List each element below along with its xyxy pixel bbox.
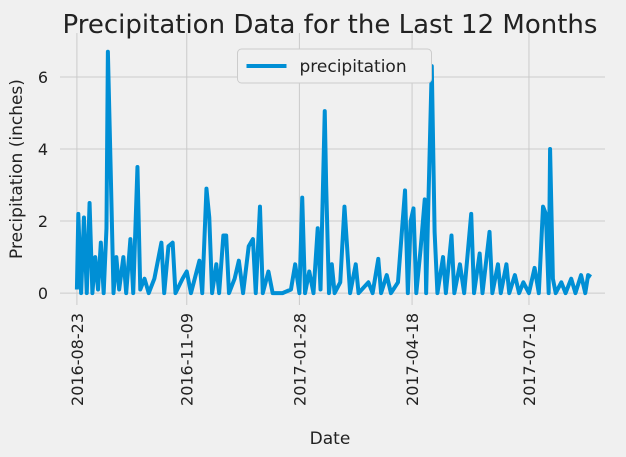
chart-title: Precipitation Data for the Last 12 Month… <box>63 10 598 40</box>
x-tick-label: 2016-11-09 <box>178 313 197 406</box>
x-tick-label: 2016-08-23 <box>68 313 87 406</box>
y-tick-label: 2 <box>38 212 48 231</box>
legend-label: precipitation <box>300 57 407 77</box>
y-axis-label: Precipitation (inches) <box>7 79 27 259</box>
x-axis-label: Date <box>310 429 351 449</box>
x-tick-label: 2017-01-28 <box>290 313 309 406</box>
x-tick-label: 2017-04-18 <box>403 313 422 406</box>
y-tick-label: 4 <box>38 140 48 159</box>
y-tick-label: 6 <box>38 68 48 87</box>
x-tick-label: 2017-07-10 <box>520 313 539 406</box>
legend: precipitation <box>237 48 432 84</box>
legend-box <box>237 48 432 84</box>
data-line <box>74 49 592 296</box>
y-tick-label: 0 <box>38 284 48 303</box>
